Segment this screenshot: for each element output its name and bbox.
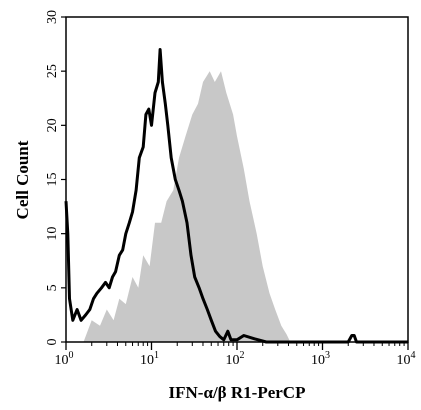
y-tick-label: 5	[45, 284, 60, 291]
y-tick-label: 0	[45, 339, 60, 346]
plot-area	[64, 16, 409, 344]
x-tick-label: 101	[140, 350, 159, 368]
y-axis-title: Cell Count	[13, 140, 32, 219]
filled-histogram	[83, 71, 291, 342]
x-axis: 100 101 102 103 104	[55, 342, 416, 368]
x-axis-title: IFN-α/β R1-PerCP	[169, 383, 306, 402]
y-axis: 0 5 10 15 20 25 30	[45, 10, 66, 346]
y-tick-label: 25	[45, 64, 60, 78]
y-tick-label: 20	[45, 118, 60, 132]
x-tick-label: 102	[226, 350, 245, 368]
outline-histogram	[64, 48, 408, 344]
y-tick-label: 15	[45, 173, 60, 187]
y-tick-label: 10	[45, 227, 60, 241]
y-tick-label: 30	[45, 10, 60, 24]
x-tick-label: 104	[397, 350, 416, 368]
x-tick-label: 100	[55, 350, 74, 368]
x-tick-label: 103	[311, 350, 330, 368]
